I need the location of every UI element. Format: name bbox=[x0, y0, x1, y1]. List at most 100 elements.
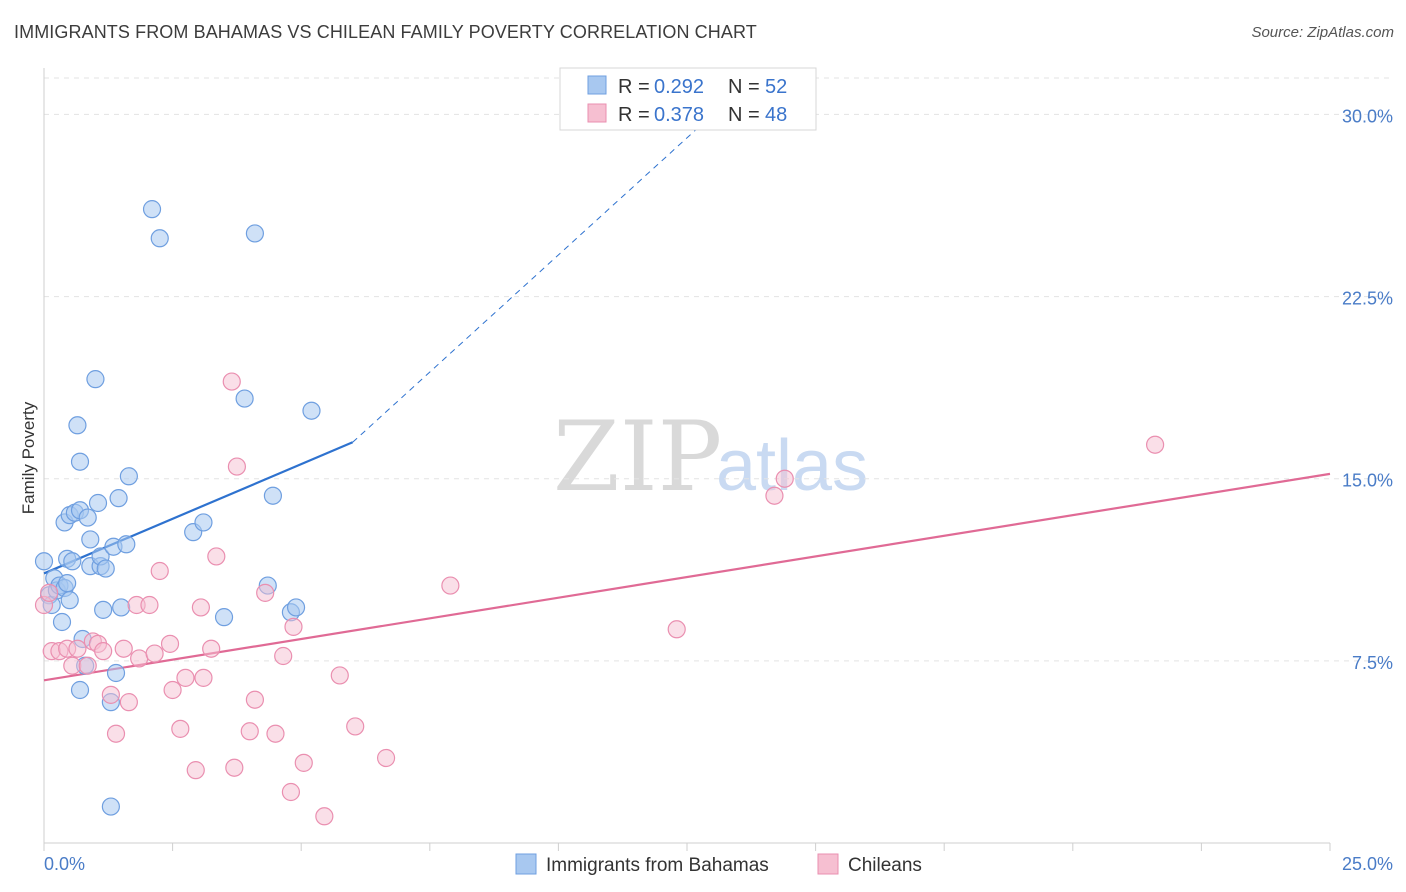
point-bahamas bbox=[214, 608, 234, 627]
chart-source: Source: ZipAtlas.com bbox=[1251, 24, 1394, 41]
point-chileans bbox=[145, 644, 164, 663]
x-tick-label: 0.0% bbox=[44, 854, 85, 874]
point-bahamas bbox=[245, 224, 265, 243]
legend-swatch-blue bbox=[587, 75, 607, 95]
point-bahamas bbox=[68, 416, 87, 435]
legend-r-value-blue: 0.292 bbox=[654, 76, 704, 98]
y-tick-label: 15.0% bbox=[1342, 471, 1393, 491]
legend-r-value-pink: 0.378 bbox=[654, 104, 704, 126]
bottom-legend-label-bahamas: Immigrants from Bahamas bbox=[546, 855, 769, 876]
x-tick-label: 25.0% bbox=[1342, 854, 1393, 874]
point-bahamas bbox=[78, 508, 97, 527]
point-chileans bbox=[376, 748, 396, 768]
point-bahamas bbox=[63, 552, 82, 571]
point-chileans bbox=[106, 724, 126, 743]
point-chileans bbox=[330, 666, 349, 685]
point-bahamas bbox=[52, 612, 72, 632]
point-chileans bbox=[441, 576, 460, 595]
point-bahamas bbox=[263, 486, 283, 505]
point-bahamas bbox=[96, 559, 115, 578]
point-bahamas bbox=[106, 663, 126, 683]
point-bahamas bbox=[81, 530, 100, 549]
point-bahamas bbox=[88, 493, 108, 513]
point-chileans bbox=[119, 693, 138, 712]
point-chileans bbox=[346, 717, 365, 736]
point-bahamas bbox=[109, 489, 128, 508]
point-bahamas bbox=[194, 513, 213, 532]
y-tick-label: 7.5% bbox=[1352, 653, 1393, 673]
point-bahamas bbox=[86, 370, 105, 389]
point-chileans bbox=[667, 620, 686, 639]
legend-r-label-pink: R = bbox=[618, 104, 650, 126]
point-chileans bbox=[315, 807, 334, 826]
point-bahamas bbox=[34, 552, 54, 571]
point-chileans bbox=[160, 634, 180, 653]
trend-line-bahamas bbox=[43, 441, 354, 575]
point-chileans bbox=[94, 642, 113, 661]
point-chileans bbox=[171, 719, 190, 738]
legend-n-label-blue: N = bbox=[728, 76, 760, 98]
point-chileans bbox=[101, 685, 120, 704]
point-chileans bbox=[130, 649, 149, 668]
tick-labels: 7.5% 15.0% 22.5% 30.0% 0.0% 25.0% bbox=[44, 106, 1393, 874]
point-bahamas bbox=[117, 535, 136, 554]
point-chileans bbox=[176, 668, 195, 687]
correlation-legend: R = 0.292 N = 52 R = 0.378 N = 48 bbox=[559, 67, 817, 131]
bottom-legend-swatch-bahamas bbox=[515, 853, 537, 875]
point-chileans bbox=[274, 646, 293, 666]
point-chileans bbox=[40, 583, 59, 602]
trend-line-chileans bbox=[43, 472, 1331, 682]
chart-title: IMMIGRANTS FROM BAHAMAS VS CHILEAN FAMIL… bbox=[14, 22, 757, 42]
watermark-zip: ZIP bbox=[553, 401, 722, 513]
axes bbox=[43, 68, 1331, 851]
point-chileans bbox=[1146, 435, 1165, 454]
trend-line-bahamas-extension bbox=[352, 114, 714, 443]
point-bahamas bbox=[70, 452, 90, 471]
point-chileans bbox=[294, 753, 313, 772]
legend-swatch-pink bbox=[587, 103, 607, 123]
point-bahamas bbox=[112, 598, 131, 617]
point-chileans bbox=[150, 561, 169, 581]
point-bahamas bbox=[60, 591, 79, 610]
y-axis-title: Family Poverty bbox=[19, 401, 38, 514]
point-chileans bbox=[775, 469, 794, 488]
point-chileans bbox=[256, 583, 275, 602]
point-chileans bbox=[186, 761, 205, 780]
y-tick-label: 22.5% bbox=[1342, 289, 1393, 309]
point-chileans bbox=[78, 656, 97, 675]
point-bahamas bbox=[302, 401, 321, 420]
point-chileans bbox=[68, 639, 87, 658]
series-bahamas-points bbox=[34, 200, 321, 816]
y-tick-label: 30.0% bbox=[1342, 106, 1393, 126]
point-chileans bbox=[222, 372, 241, 391]
series-legend: Immigrants from Bahamas Chileans bbox=[515, 853, 922, 876]
grid-lines bbox=[44, 77, 1392, 662]
legend-n-label-pink: N = bbox=[728, 104, 760, 126]
point-bahamas bbox=[286, 598, 306, 617]
point-chileans bbox=[245, 690, 265, 709]
point-chileans bbox=[207, 547, 226, 566]
bottom-legend-swatch-chileans bbox=[817, 853, 839, 875]
point-chileans bbox=[114, 639, 133, 658]
series-chileans-points bbox=[34, 372, 1165, 826]
point-bahamas bbox=[119, 467, 138, 486]
point-chileans bbox=[266, 724, 285, 743]
watermark-atlas: atlas bbox=[716, 426, 868, 506]
point-bahamas bbox=[150, 229, 169, 248]
point-bahamas bbox=[142, 200, 162, 219]
legend-n-value-blue: 52 bbox=[765, 76, 787, 98]
point-chileans bbox=[194, 668, 213, 687]
point-bahamas bbox=[70, 680, 90, 700]
point-bahamas bbox=[235, 389, 254, 408]
point-chileans bbox=[281, 782, 301, 802]
point-chileans bbox=[202, 639, 221, 658]
point-chileans bbox=[63, 656, 82, 675]
point-chileans bbox=[284, 617, 303, 636]
point-bahamas bbox=[94, 600, 113, 619]
point-chileans bbox=[140, 595, 159, 615]
point-chileans bbox=[225, 758, 244, 777]
point-bahamas bbox=[58, 574, 77, 593]
point-bahamas bbox=[101, 797, 120, 816]
point-chileans bbox=[240, 722, 259, 741]
